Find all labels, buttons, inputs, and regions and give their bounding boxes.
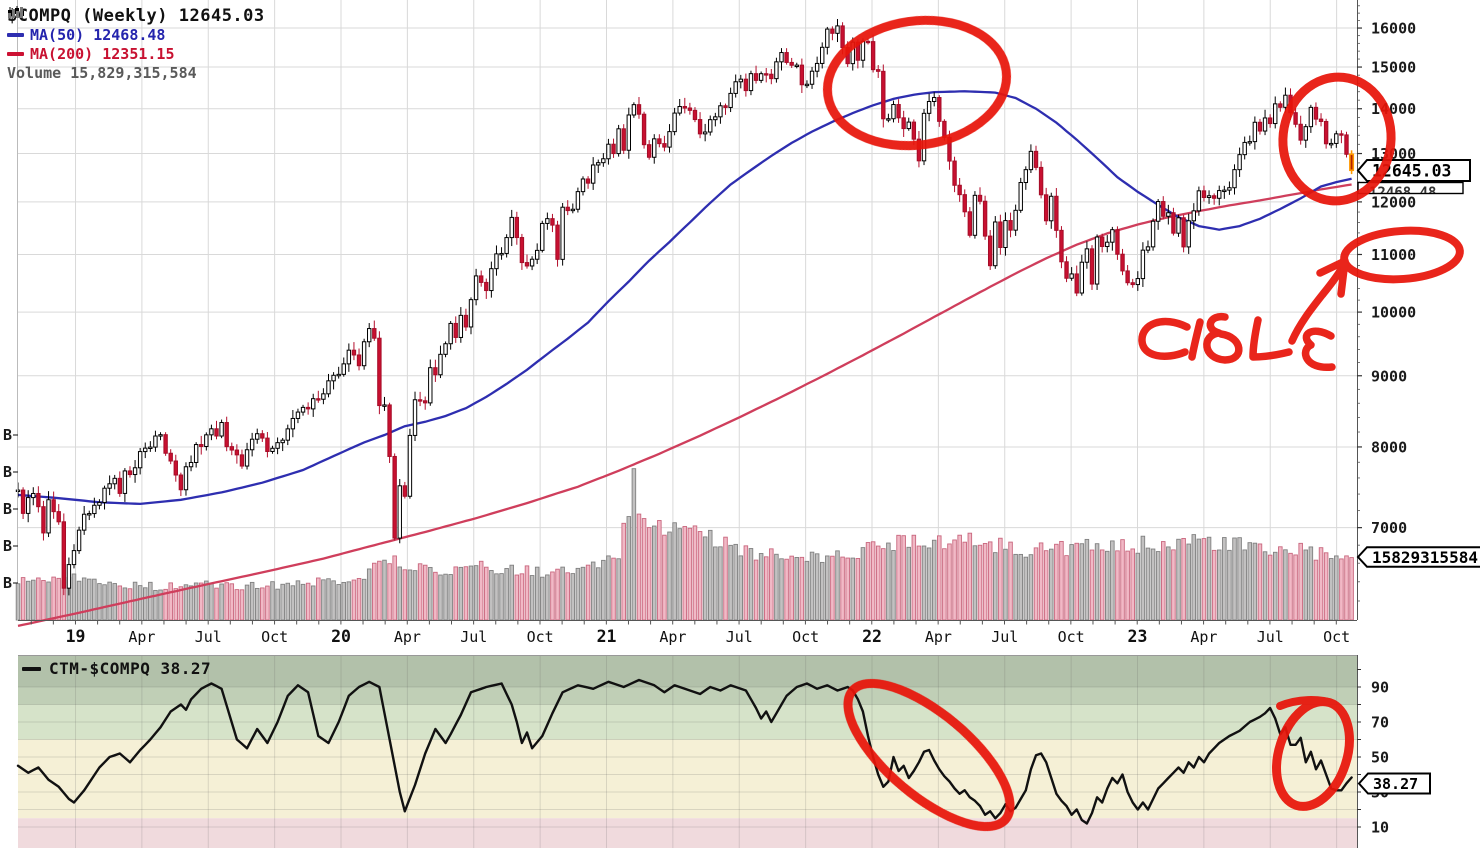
circle-ctm-2022 xyxy=(843,678,1015,832)
axes-and-labels: 1600015000140001300012000110001000090008… xyxy=(3,0,1416,848)
ma50-line xyxy=(17,90,1352,506)
cible-letter-I xyxy=(1188,318,1204,361)
circle-2022-breakdown xyxy=(822,15,1012,151)
volume-value-tag xyxy=(1356,546,1480,568)
arrow-shaft xyxy=(1288,259,1349,345)
svg-text:Jul: Jul xyxy=(1257,628,1284,646)
ctm-line xyxy=(16,678,1353,825)
svg-text:50: 50 xyxy=(1371,749,1389,767)
svg-text:8000: 8000 xyxy=(1371,438,1407,456)
cible-letter-C xyxy=(1138,317,1191,360)
svg-text:Apr: Apr xyxy=(394,628,421,646)
svg-text:10000: 10000 xyxy=(1371,304,1416,322)
svg-text:15829315584: 15829315584 xyxy=(1372,548,1478,567)
ma-lines xyxy=(17,90,1352,628)
svg-text:Apr: Apr xyxy=(925,628,952,646)
svg-text:Oct: Oct xyxy=(792,628,819,646)
svg-text:21: 21 xyxy=(597,627,617,646)
ctm-now-cap-stroke xyxy=(1276,696,1338,710)
svg-text:Oct: Oct xyxy=(527,628,554,646)
svg-text:90: 90 xyxy=(1371,679,1389,697)
svg-text:Apr: Apr xyxy=(1190,628,1217,646)
arrow-head xyxy=(1316,257,1349,298)
cible-letter-L xyxy=(1249,316,1293,361)
svg-text:9000: 9000 xyxy=(1371,367,1407,385)
svg-text:Apr: Apr xyxy=(659,628,686,646)
svg-text:B: B xyxy=(3,463,12,481)
svg-text:38.27: 38.27 xyxy=(1373,775,1418,793)
svg-text:22: 22 xyxy=(862,627,882,646)
svg-text:Jul: Jul xyxy=(726,628,753,646)
svg-text:Oct: Oct xyxy=(261,628,288,646)
svg-text:20: 20 xyxy=(331,627,351,646)
svg-text:B: B xyxy=(3,537,12,555)
svg-text:Jul: Jul xyxy=(991,628,1018,646)
svg-text:Jul: Jul xyxy=(460,628,487,646)
svg-text:12000: 12000 xyxy=(1371,193,1416,211)
svg-text:Oct: Oct xyxy=(1058,628,1085,646)
svg-text:B: B xyxy=(3,426,12,444)
svg-text:12645.03: 12645.03 xyxy=(1372,161,1451,180)
svg-text:Oct: Oct xyxy=(1323,628,1350,646)
ctm-value-tag xyxy=(1357,772,1431,795)
ma200-line xyxy=(17,183,1352,628)
volume-bars xyxy=(15,468,1354,621)
circle-current-breakdown xyxy=(1278,72,1396,206)
svg-text:Jul: Jul xyxy=(195,628,222,646)
svg-text:15000: 15000 xyxy=(1371,59,1416,77)
svg-text:B: B xyxy=(3,500,12,518)
svg-text:Apr: Apr xyxy=(128,628,155,646)
cible-letter-E xyxy=(1301,327,1336,371)
cible-letter-B xyxy=(1203,312,1243,364)
svg-text:12468.48: 12468.48 xyxy=(1369,185,1436,201)
svg-text:23: 23 xyxy=(1128,627,1148,646)
svg-text:7000: 7000 xyxy=(1371,519,1407,537)
svg-text:70: 70 xyxy=(1371,714,1389,732)
svg-text:10: 10 xyxy=(1371,819,1389,837)
price-candles xyxy=(15,18,1355,596)
svg-text:16000: 16000 xyxy=(1371,20,1416,38)
hand-drawn-annotations xyxy=(822,15,1464,832)
gridlines xyxy=(18,0,1357,848)
ctm-bands xyxy=(18,655,1357,848)
ma-tag-partially-hidden xyxy=(1357,181,1464,195)
svg-text:B: B xyxy=(3,574,12,592)
svg-text:19: 19 xyxy=(66,627,86,646)
svg-text:11000: 11000 xyxy=(1371,246,1416,264)
